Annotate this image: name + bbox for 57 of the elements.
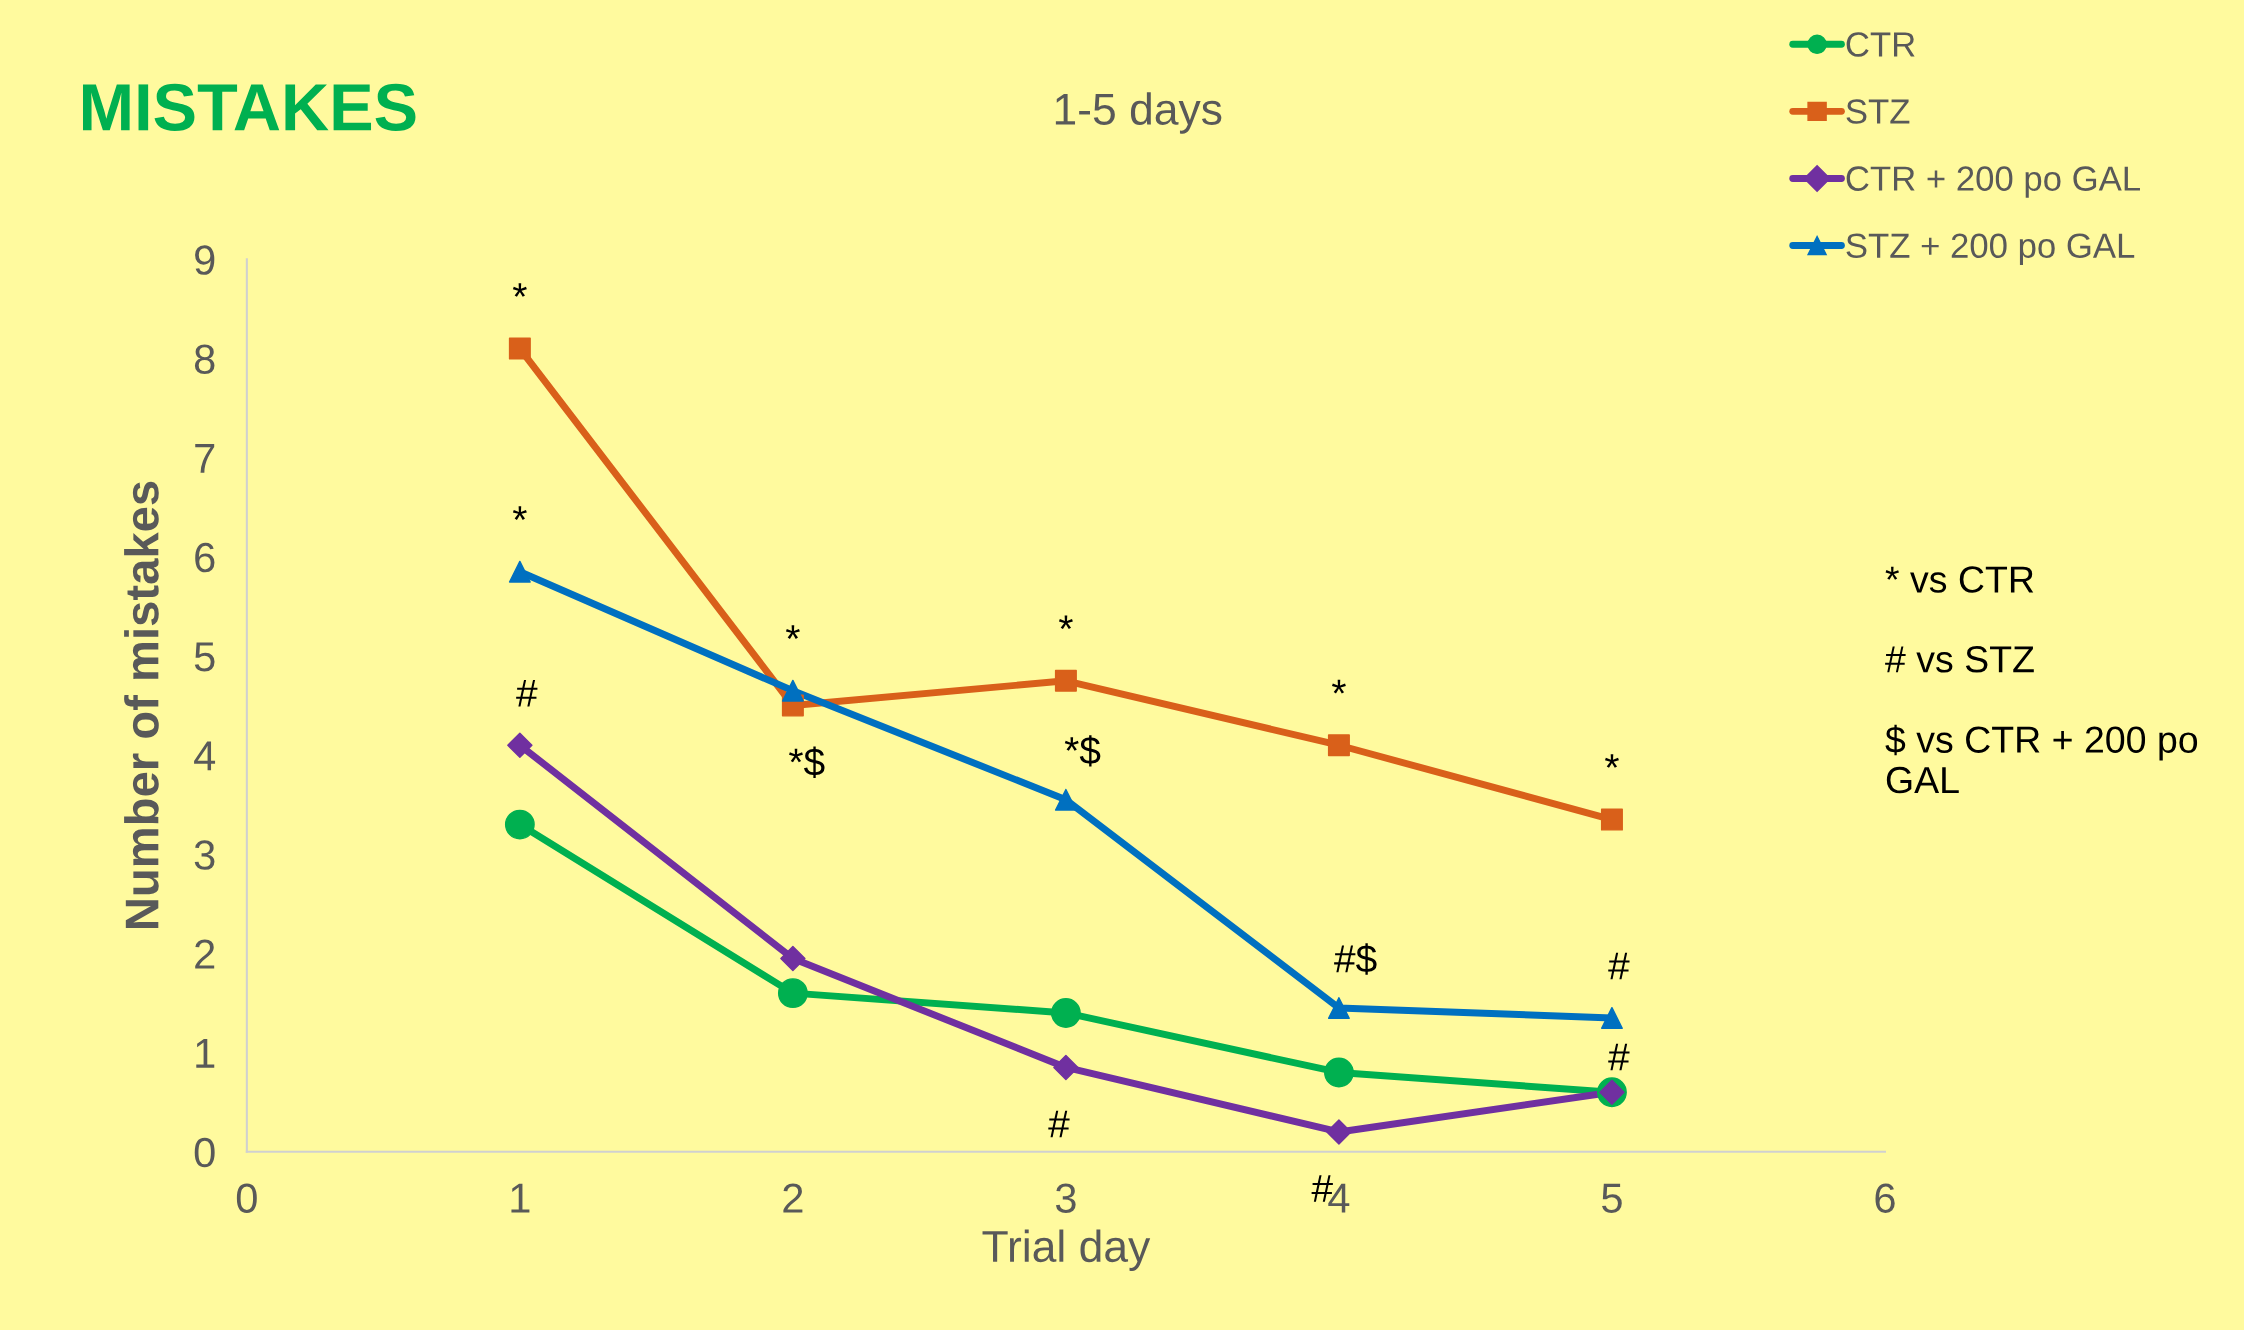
point — [1600, 1006, 1623, 1029]
point — [777, 978, 808, 1009]
x-tick-label: 5 — [1602, 1183, 1622, 1213]
point — [504, 809, 535, 840]
chart-subtitle: 1-5 days — [1055, 92, 1222, 134]
annotation: * — [1058, 615, 1073, 630]
y-tick-label: 0 — [194, 1137, 215, 1168]
annotation: # — [1608, 952, 1630, 980]
point — [1053, 1054, 1079, 1081]
legend-label: STZ — [1846, 99, 1910, 124]
annotation: *$ — [1064, 735, 1101, 767]
y-tick-label: 5 — [194, 642, 215, 672]
x-tick-label: 2 — [783, 1183, 803, 1213]
x-axis-title: Trial day — [982, 1229, 1151, 1271]
text: # vs STZ — [1885, 646, 2034, 673]
legend-label: CTR — [1846, 32, 1915, 57]
annotation: #$ — [1334, 943, 1377, 975]
point — [1323, 1057, 1354, 1088]
annotation: # — [516, 680, 538, 707]
annotation: *$ — [789, 746, 825, 779]
point — [508, 337, 531, 360]
y-tick-label: 1 — [196, 1039, 215, 1068]
y-tick-label: 9 — [195, 245, 215, 275]
y-tick-label: 4 — [194, 741, 216, 771]
point — [1050, 998, 1081, 1028]
y-axis-title: Number of mistakes — [124, 481, 159, 929]
text: * vs CTR — [1885, 566, 2034, 593]
point — [1327, 734, 1350, 757]
point — [1054, 669, 1077, 692]
annotation: # — [1608, 1043, 1630, 1071]
point — [507, 732, 533, 758]
annotation: * — [512, 506, 527, 520]
y-tick-label: 3 — [194, 840, 215, 870]
annotation: * — [785, 625, 800, 639]
x-tick-label: 6 — [1875, 1183, 1895, 1213]
point — [780, 945, 806, 972]
y-tick-label: 6 — [195, 542, 215, 573]
annotation: * — [1605, 754, 1619, 768]
point — [781, 679, 804, 702]
y-tick-label: 7 — [195, 444, 215, 473]
legend-label: STZ + 200 po GAL — [1846, 233, 2135, 265]
point — [1600, 808, 1623, 831]
legend-label: CTR + 200 po GAL — [1846, 166, 2140, 198]
y-tick-label: 2 — [195, 939, 215, 969]
point — [1327, 997, 1350, 1019]
chart-title: MISTAKES — [83, 83, 416, 131]
x-tick-label: 3 — [1055, 1183, 1076, 1213]
point — [1054, 788, 1077, 811]
annotation: * — [512, 283, 527, 297]
point — [1326, 1119, 1352, 1145]
x-tick-label: 1 — [511, 1183, 530, 1213]
annotation: # — [1048, 1110, 1070, 1138]
y-tick-label: 8 — [194, 344, 215, 375]
point — [508, 560, 531, 583]
annotation: * — [1331, 679, 1346, 694]
x-tick-label: 0 — [236, 1183, 257, 1213]
text: $ vs CTR + 200 po GAL — [1885, 724, 2198, 794]
